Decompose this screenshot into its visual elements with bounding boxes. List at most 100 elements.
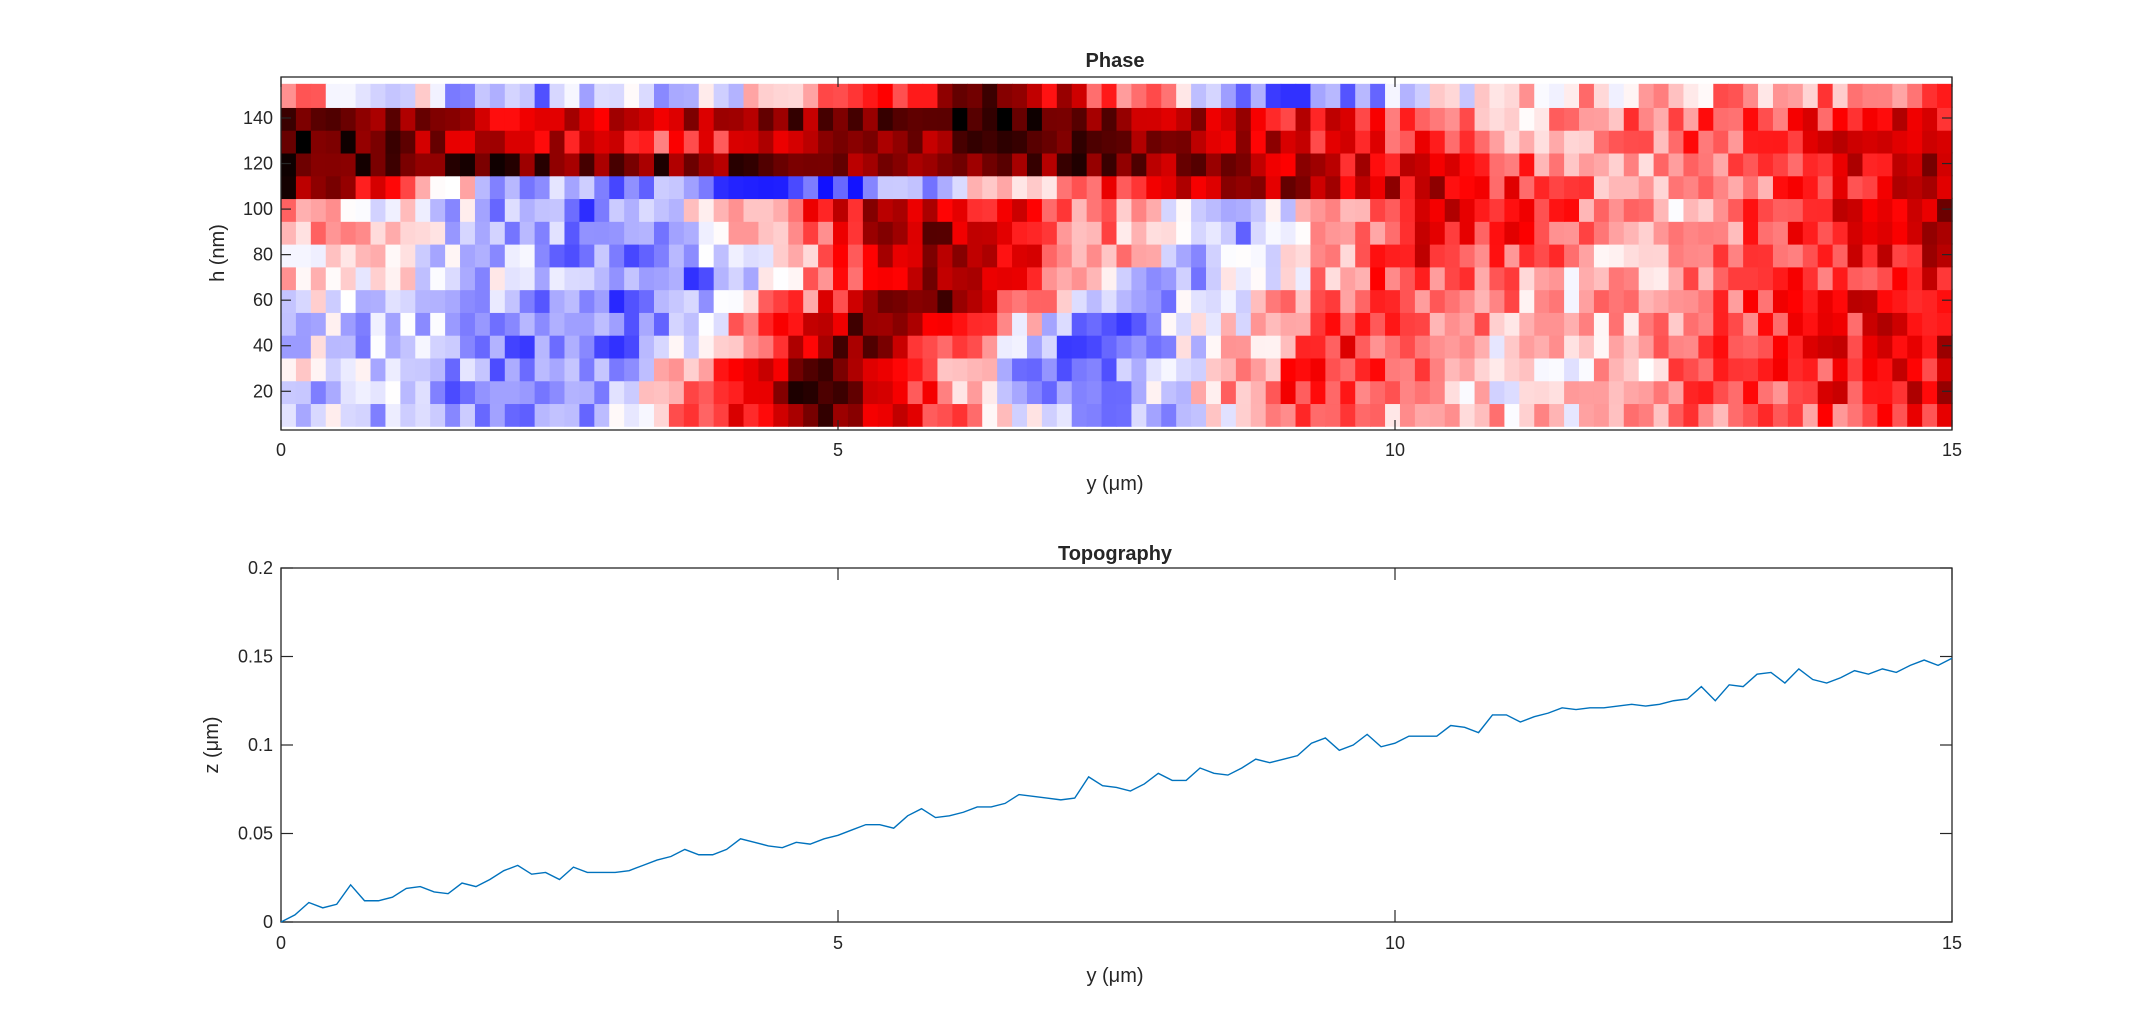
phase-cell — [1220, 311, 1237, 336]
phase-cell — [803, 379, 819, 405]
phase-cell — [1041, 266, 1058, 291]
phase-cell — [1504, 220, 1520, 245]
phase-cell — [281, 83, 297, 108]
phase-cell — [818, 129, 834, 154]
phase-cell — [1086, 311, 1103, 336]
phase-cell — [1056, 402, 1073, 427]
phase-cell — [1325, 334, 1341, 359]
phase-cell — [1638, 334, 1655, 359]
phase-cell — [743, 311, 760, 336]
phase-cell — [594, 129, 610, 154]
phase-cell — [355, 357, 372, 382]
phase-cell — [430, 266, 446, 291]
phase-cell — [549, 106, 566, 131]
phase-cell — [1892, 379, 1908, 405]
phase-cell — [1832, 357, 1849, 382]
phase-cell — [639, 357, 655, 382]
phase-cell — [773, 379, 789, 405]
phase-cell — [952, 402, 968, 427]
phase-cell — [489, 288, 506, 313]
phase-cell — [653, 334, 670, 359]
phase-cell — [758, 197, 774, 222]
phase-cell — [1862, 402, 1878, 427]
phase-cell — [1176, 243, 1192, 268]
phase-cell — [340, 243, 357, 268]
phase-cell — [653, 402, 670, 427]
phase-cell — [1220, 152, 1237, 177]
phase-cell — [564, 129, 580, 154]
phase-cell — [1206, 357, 1222, 382]
phase-cell — [698, 402, 715, 427]
phase-cell — [1116, 197, 1133, 222]
phase-cell — [1444, 106, 1461, 131]
phase-cell — [385, 402, 401, 427]
phase-cell — [504, 357, 521, 382]
phase-cell — [1385, 83, 1401, 108]
phase-cell — [1474, 197, 1491, 222]
phase-cell — [683, 152, 700, 177]
phase-cell — [1429, 197, 1446, 222]
phase-cell — [519, 402, 536, 427]
phase-cell — [1444, 83, 1461, 108]
phase-cell — [1191, 266, 1207, 291]
phase-cell — [534, 83, 551, 108]
phase-cell — [1579, 220, 1595, 245]
phase-cell — [1638, 288, 1655, 313]
phase-cell — [1474, 357, 1491, 382]
phase-cell — [982, 129, 998, 154]
phase-cell — [1101, 174, 1118, 200]
phase-cell — [937, 266, 953, 291]
phase-cell — [1399, 83, 1416, 108]
phase-cell — [1385, 311, 1401, 336]
phase-cell — [1325, 266, 1341, 291]
phase-cell — [1728, 197, 1744, 222]
phase-cell — [1370, 402, 1386, 427]
phase-cell — [385, 311, 401, 336]
phase-cell — [1206, 379, 1222, 405]
phase-cell — [1638, 83, 1655, 108]
phase-cell — [1459, 106, 1476, 131]
phase-cell — [1012, 220, 1028, 245]
phase-cell — [1161, 402, 1177, 427]
phase-cell — [1131, 379, 1147, 405]
phase-cell — [1832, 197, 1849, 222]
phase-cell — [1564, 266, 1580, 291]
phase-cell — [415, 129, 431, 154]
phase-cell — [1176, 83, 1192, 108]
phase-cell — [982, 288, 998, 313]
phase-cell — [1131, 288, 1147, 313]
phase-cell — [922, 243, 939, 268]
phase-cell — [1564, 334, 1580, 359]
phase-cell — [1355, 402, 1371, 427]
phase-cell — [1638, 152, 1655, 177]
phase-cell — [1399, 243, 1416, 268]
phase-cell — [997, 106, 1013, 131]
topography-y-tick-label: 0.05 — [238, 824, 273, 844]
phase-cell — [1549, 311, 1565, 336]
phase-cell — [1489, 357, 1506, 382]
phase-cell — [1623, 311, 1640, 336]
phase-cell — [1414, 311, 1431, 336]
phase-cell — [967, 379, 983, 405]
phase-cell — [1772, 243, 1789, 268]
phase-cell — [1922, 357, 1938, 382]
phase-cell — [1847, 129, 1864, 154]
phase-cell — [907, 197, 924, 222]
phase-cell — [683, 402, 700, 427]
phase-cell — [967, 334, 983, 359]
phase-cell — [862, 288, 879, 313]
phase-cell — [1847, 152, 1864, 177]
phase-cell — [833, 266, 849, 291]
phase-cell — [818, 379, 834, 405]
topography-x-ticks: 0 5 10 15 — [276, 568, 1962, 953]
phase-cell — [892, 197, 909, 222]
phase-cell — [922, 402, 939, 427]
phase-cell — [1593, 288, 1610, 313]
phase-cell — [445, 402, 461, 427]
phase-cell — [728, 266, 745, 291]
phase-cell — [1534, 152, 1550, 177]
phase-cell — [460, 106, 476, 131]
phase-cell — [847, 152, 864, 177]
phase-cell — [310, 83, 327, 108]
phase-cell — [519, 357, 536, 382]
